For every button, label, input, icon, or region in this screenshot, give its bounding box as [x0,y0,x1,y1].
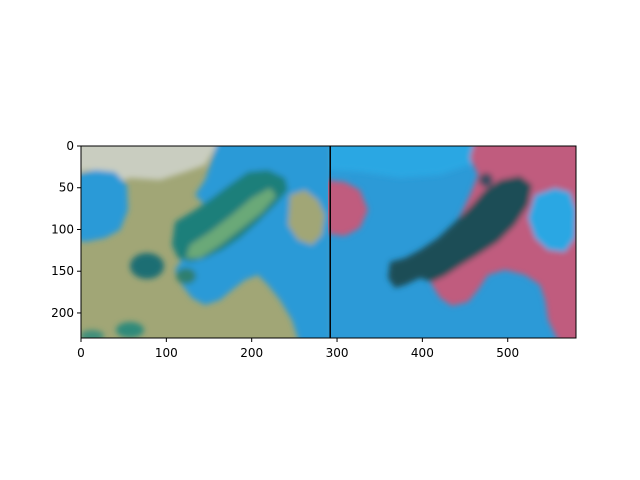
right-dark-spot [479,173,493,187]
x-axis-ticks: 0 100 200 300 400 500 [77,338,519,360]
left-dark-patch-bottom [116,322,144,338]
axes-frame [80,145,577,339]
left-water-region [175,146,328,338]
y-tick-label: 0 [66,139,74,153]
right-dark-shape [388,176,532,288]
right-image-panel [328,146,576,338]
y-tick-label: 200 [51,306,74,320]
y-tick-label: 150 [51,264,74,278]
x-tick-label: 200 [240,346,263,360]
right-pink-left-blob [328,180,368,236]
right-light-blue-top [328,146,478,178]
left-dark-patch-small [176,268,196,284]
left-light-green-stripe [186,188,276,258]
y-tick-label: 100 [51,222,74,236]
left-dark-patch [130,253,164,279]
x-tick-label: 400 [411,346,434,360]
left-image-panel [81,146,328,338]
right-light-blue-inset [528,188,576,252]
left-dark-patch-corner [81,330,104,338]
x-tick-label: 500 [496,346,519,360]
y-axis-ticks: 0 50 100 150 200 [51,139,81,320]
y-tick-label: 50 [59,181,74,195]
left-water-blob [81,170,128,242]
left-land-patch [288,190,325,245]
x-tick-label: 0 [77,346,85,360]
x-tick-label: 100 [155,346,178,360]
x-tick-label: 300 [326,346,349,360]
